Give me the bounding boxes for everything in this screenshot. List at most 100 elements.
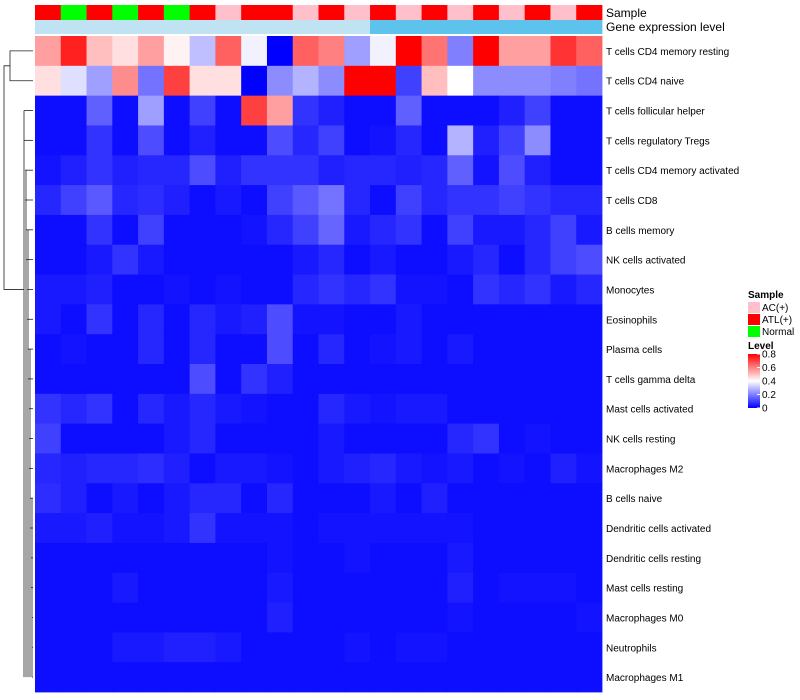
heatmap-cell [421, 334, 448, 365]
heatmap-cell [370, 483, 397, 514]
heatmap-cell [292, 334, 319, 365]
heatmap-cell [447, 602, 474, 633]
heatmap-cell [60, 274, 87, 305]
heatmap-cell [421, 125, 448, 156]
heatmap-cell [266, 125, 294, 156]
heatmap-cell [524, 453, 551, 484]
heatmap-cell [576, 632, 603, 663]
heatmap-cell [292, 632, 319, 663]
heatmap-cell [344, 393, 371, 425]
heatmap-cell [318, 125, 345, 156]
heatmap-cell [318, 513, 345, 544]
heatmap-cell [60, 214, 87, 246]
heatmap-cell [447, 483, 474, 514]
heatmap-cell [266, 155, 294, 186]
heatmap-cell [112, 155, 139, 186]
heatmap-cell [421, 393, 448, 425]
row-label: T cells CD4 memory activated [606, 166, 739, 177]
heatmap-cell [421, 572, 448, 603]
heatmap-cell [215, 214, 242, 246]
heatmap-cell [524, 65, 551, 97]
heatmap-cell [344, 95, 371, 126]
heatmap-cell [344, 244, 371, 275]
sample-annotation-cell [189, 5, 216, 20]
heatmap-cell [395, 542, 422, 574]
row-label: T cells regulatory Tregs [606, 136, 710, 147]
heatmap-cell [318, 632, 345, 663]
row-label: B cells naive [606, 494, 663, 505]
heatmap-cell [112, 95, 139, 126]
heatmap-cell [163, 513, 191, 544]
heatmap-cell [112, 364, 139, 395]
heatmap-cell [241, 423, 268, 454]
row-label: B cells memory [606, 226, 674, 237]
heatmap-cell [266, 304, 294, 335]
sample-annotation-cell [266, 5, 294, 20]
heatmap-cell [473, 125, 500, 156]
heatmap-cell [86, 36, 113, 67]
sample-annotation-cell [60, 5, 87, 20]
heatmap-cell [318, 364, 345, 395]
heatmap-cell [473, 602, 500, 633]
heatmap-cell [86, 244, 113, 275]
heatmap-cell [447, 632, 474, 663]
heatmap-cell [473, 572, 500, 603]
legend-sample-swatch [748, 302, 760, 313]
heatmap-cell [189, 155, 216, 186]
heatmap-cell [86, 453, 113, 484]
heatmap-cell [395, 393, 422, 425]
heatmap-cell [524, 662, 551, 693]
heatmap-cell [215, 423, 242, 454]
heatmap-cell [344, 125, 371, 156]
heatmap-cell [189, 513, 216, 544]
gene-expression-annotation-cell [266, 20, 294, 34]
heatmap-cell [266, 453, 294, 484]
heatmap-cell [395, 662, 422, 693]
heatmap-cell [473, 155, 500, 186]
heatmap-cell [524, 602, 551, 633]
heatmap-cell [35, 393, 62, 425]
heatmap-cell [370, 602, 397, 633]
heatmap-cell [447, 453, 474, 484]
legend-level-tick-label: 0.4 [762, 377, 776, 388]
sample-annotation-cell [241, 5, 268, 20]
legend-sample-label: AC(+) [762, 303, 788, 314]
heatmap-cell [189, 483, 216, 514]
heatmap-cell [86, 274, 113, 305]
heatmap-cell [163, 304, 191, 335]
heatmap-cell [344, 364, 371, 395]
heatmap-cell [215, 364, 242, 395]
heatmap-cell [86, 185, 113, 216]
heatmap-cell [344, 542, 371, 574]
heatmap-cell [576, 95, 603, 126]
heatmap-cell [163, 453, 191, 484]
heatmap-cell [524, 334, 551, 365]
heatmap-cell [447, 274, 474, 305]
heatmap-cell [163, 214, 191, 246]
heatmap-cell [163, 185, 191, 216]
heatmap-cell [550, 662, 577, 693]
heatmap-cell [241, 125, 268, 156]
heatmap-cell [35, 364, 62, 395]
gene-expression-annotation-cell [60, 20, 87, 34]
heatmap-cell [112, 662, 139, 693]
heatmap-cell [60, 125, 87, 156]
heatmap-cell [163, 364, 191, 395]
heatmap-cell [576, 364, 603, 395]
heatmap-cell [241, 214, 268, 246]
heatmap-cell [241, 662, 268, 693]
gene-expression-annotation-cell [86, 20, 113, 34]
heatmap-cell [138, 364, 165, 395]
heatmap-cell [60, 334, 87, 365]
heatmap-cell [60, 393, 87, 425]
heatmap-cell [395, 125, 422, 156]
heatmap-cell [473, 65, 500, 97]
heatmap-cell [189, 304, 216, 335]
sample-annotation-cell [318, 5, 345, 20]
heatmap-cell [524, 244, 551, 275]
heatmap-cell [395, 334, 422, 365]
heatmap-cell [576, 334, 603, 365]
heatmap-cell [241, 364, 268, 395]
heatmap-cell [241, 185, 268, 216]
heatmap-cell [421, 632, 448, 663]
